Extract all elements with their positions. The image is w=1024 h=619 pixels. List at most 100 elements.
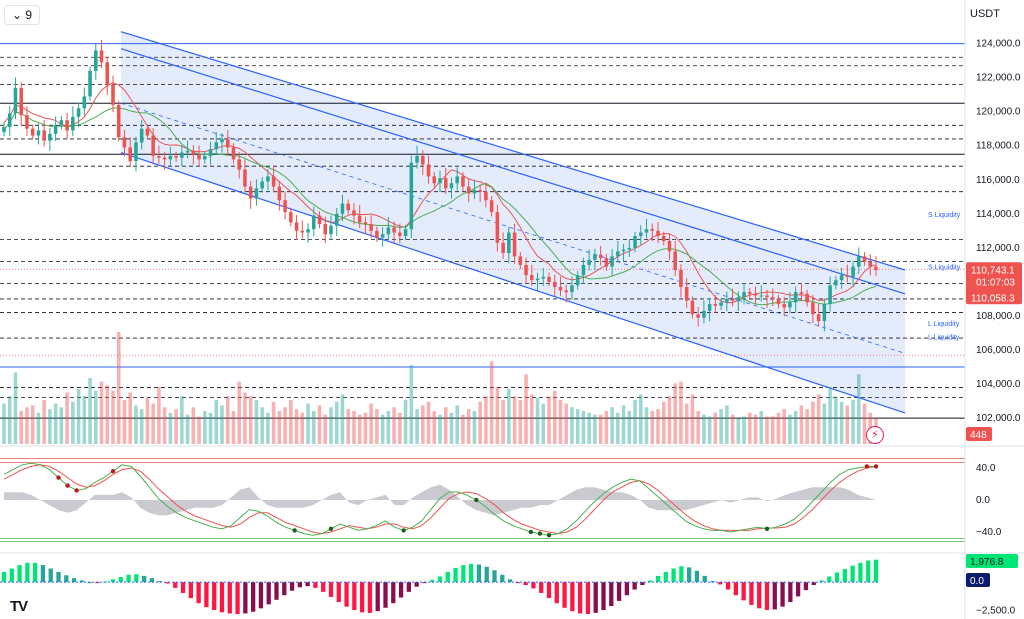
candle <box>518 252 523 270</box>
candle <box>99 40 104 69</box>
histogram-bar <box>157 581 162 583</box>
volume-bar <box>59 407 64 444</box>
histogram-bar <box>585 582 591 614</box>
liquidity-label: S Liquidity <box>928 212 961 219</box>
volume-bar <box>552 390 557 444</box>
candle <box>857 247 861 274</box>
volume-bar <box>742 416 746 444</box>
volume-bar <box>185 414 190 444</box>
histogram-bar <box>243 582 248 614</box>
volume-bar <box>530 394 534 444</box>
volume-bar <box>191 407 196 444</box>
histogram-bar <box>733 582 738 596</box>
volume-bar <box>329 407 333 444</box>
volume-bar <box>128 392 132 444</box>
candle <box>82 87 87 116</box>
volume-bar <box>357 414 362 444</box>
candle <box>191 145 196 165</box>
candle <box>36 123 41 145</box>
histogram-bar <box>165 582 170 584</box>
level-price-tag <box>966 290 1022 305</box>
histogram-bar <box>492 570 497 583</box>
histogram-bar <box>289 582 295 591</box>
candle <box>604 253 609 271</box>
volume-bar <box>719 409 723 444</box>
volume-bar <box>851 399 855 444</box>
volume-bar <box>323 414 328 444</box>
histogram-bar <box>757 582 762 609</box>
candle <box>139 119 144 150</box>
histogram-bar <box>328 582 334 597</box>
histogram-bar <box>305 582 310 587</box>
candle <box>633 231 637 253</box>
candle <box>48 128 52 152</box>
volume-bar <box>197 416 201 444</box>
histogram-bar <box>56 571 61 583</box>
histogram-bar <box>180 582 186 593</box>
candle <box>530 264 534 286</box>
candle <box>357 205 362 229</box>
candle <box>116 100 121 142</box>
histogram-bar <box>437 576 443 583</box>
histogram-bar <box>48 568 53 583</box>
liquidity-label: S Liquidity <box>928 265 961 272</box>
candle <box>432 172 437 188</box>
histogram-bar <box>258 582 264 609</box>
volume-bar <box>524 374 528 444</box>
candle <box>300 220 305 239</box>
interval-selector[interactable]: ⌄ 9 <box>4 5 41 25</box>
histogram-bar <box>1 571 7 583</box>
candle <box>277 180 282 211</box>
candle <box>438 170 442 193</box>
candle <box>231 143 236 164</box>
candle <box>851 260 855 288</box>
candle <box>312 206 316 237</box>
histogram-bar <box>71 578 77 583</box>
histogram-bar <box>360 582 365 613</box>
histogram-bar <box>383 582 388 608</box>
histogram-bar <box>406 582 411 592</box>
candle <box>266 169 270 191</box>
volume-bar <box>151 403 155 444</box>
volume-bar <box>317 405 322 444</box>
candle <box>627 239 632 257</box>
volume-bar <box>116 332 121 444</box>
histogram-bar <box>523 582 528 585</box>
candle <box>323 216 328 244</box>
histogram-bar <box>507 579 513 583</box>
candle <box>2 122 6 137</box>
oscillator-tick-label: 0.0 <box>976 495 990 506</box>
oscillator-signal-line <box>3 464 877 535</box>
candle <box>289 207 293 227</box>
candle <box>283 191 287 220</box>
volume-bar <box>243 392 247 444</box>
candle <box>805 289 809 307</box>
lightning-icon[interactable]: ⚡ <box>866 426 884 444</box>
volume-bar <box>834 396 838 444</box>
histogram-bar <box>609 582 614 607</box>
volume-bar <box>770 416 775 444</box>
chevron-down-icon: ⌄ <box>12 8 23 22</box>
histogram-bar <box>772 582 777 610</box>
histogram-bar <box>764 582 770 611</box>
volume-bar <box>334 401 339 444</box>
histogram-bar <box>266 582 271 605</box>
volume-bar <box>438 414 442 444</box>
volume-bar <box>713 412 718 444</box>
volume-bar <box>294 409 299 444</box>
candle <box>111 75 115 113</box>
volume-bar <box>748 412 752 444</box>
channel-fill <box>121 31 905 413</box>
price-tick-label: 120,000.0 <box>976 107 1021 118</box>
cross-marker <box>328 526 334 531</box>
histogram-bar <box>834 572 840 583</box>
candle <box>788 291 792 314</box>
volume-bar <box>547 396 551 444</box>
histogram-bar <box>671 568 676 583</box>
candle <box>346 199 350 215</box>
histogram-bar <box>531 582 536 589</box>
candle <box>816 303 821 327</box>
channel-dashed-line <box>120 102 906 354</box>
histogram-bar <box>842 569 847 583</box>
